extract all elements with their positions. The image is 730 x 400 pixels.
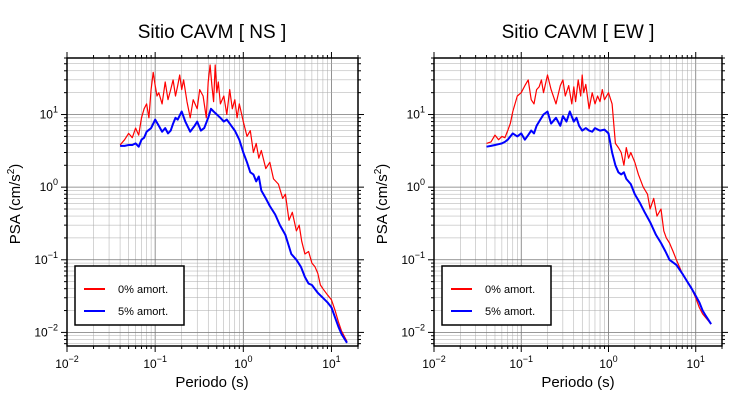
x-tick-label: 10−2 (55, 354, 79, 371)
y-tick-label: 100 (407, 177, 425, 194)
plot-frame (66, 57, 359, 347)
x-tick-label: 10−1 (509, 354, 533, 371)
legend: 0% amort. 5% amort. (74, 265, 185, 326)
y-tick-label: 10−1 (34, 250, 58, 267)
series-line-0pct (119, 64, 348, 342)
series-line-0pct (486, 74, 712, 325)
chart-title: Sitio CAVM [ EW ] (502, 22, 655, 43)
x-tick-label: 100 (599, 354, 617, 371)
y-tick-label: 10−2 (34, 322, 58, 339)
legend: 0% amort. 5% amort. (441, 265, 552, 326)
y-tick-label: 10−1 (401, 250, 425, 267)
series-line-5pct (486, 110, 712, 325)
plot-frame (433, 57, 723, 347)
x-tick-label: 10−1 (143, 354, 167, 371)
legend-label-0pct: 0% amort. (118, 284, 168, 296)
legend-label-0pct: 0% amort. (485, 284, 535, 296)
legend-label-5pct: 5% amort. (485, 306, 535, 318)
x-tick-label: 101 (687, 354, 705, 371)
legend-box (441, 265, 552, 326)
x-tick-label: 101 (322, 354, 340, 371)
chart-ew: Sitio CAVM [ EW ] 10−2 10−1 100 101 10−2 10−1… (373, 22, 728, 391)
chart-title: Sitio CAVM [ NS ] (138, 22, 287, 43)
y-axis-label: PSA (cm/s2) (373, 164, 391, 245)
y-axis-label: PSA (cm/s2) (6, 164, 24, 245)
x-tick-label: 10−2 (422, 354, 446, 371)
y-tick-label: 101 (407, 105, 425, 122)
x-axis-label: Periodo (s) (541, 374, 614, 391)
y-tick-label: 100 (40, 177, 58, 194)
plot-area (486, 74, 712, 325)
x-tick-label: 100 (234, 354, 252, 371)
plot-area (119, 64, 348, 344)
axis-ticks: 10−2 10−1 100 101 10−2 10−1 100 101 (401, 52, 728, 371)
axis-ticks: 10−2 10−1 100 101 10−2 10−1 100 101 (34, 52, 364, 371)
y-tick-label: 101 (40, 105, 58, 122)
y-tick-label: 10−2 (401, 322, 425, 339)
chart-ns: Sitio CAVM [ NS ] 10−2 10−1 100 101 10−2 10−1… (6, 22, 364, 391)
series-line-5pct (120, 107, 348, 344)
legend-box (74, 265, 185, 326)
legend-label-5pct: 5% amort. (118, 306, 168, 318)
x-axis-label: Periodo (s) (175, 374, 248, 391)
